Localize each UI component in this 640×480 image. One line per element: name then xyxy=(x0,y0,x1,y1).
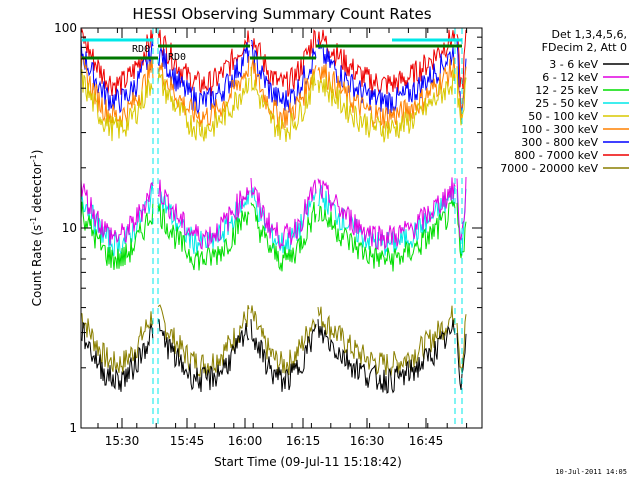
y-axis-label-sup-2: -1 xyxy=(29,154,38,162)
axis-layer: 1 10 100 15:30 15:45 16:00 16:15 16:30 16:45 xyxy=(54,21,482,448)
timestamp: 10-Jul-2011 14:05 xyxy=(555,468,627,476)
series-line xyxy=(456,176,467,241)
y-axis-label-prefix: Count Rate (s xyxy=(30,225,44,307)
series-line xyxy=(157,319,250,393)
series-line xyxy=(80,179,154,246)
legend-label: 7000 - 20000 keV xyxy=(500,162,598,175)
series-line xyxy=(80,311,154,374)
series-line xyxy=(80,39,154,114)
legend-label: 3 - 6 keV xyxy=(549,58,598,71)
legend-label: 25 - 50 keV xyxy=(535,97,598,110)
series-line xyxy=(317,56,456,129)
series-line xyxy=(80,69,154,142)
legend: Det 1,3,4,5,6, FDecim 2, Att 0 3 - 6 keV… xyxy=(500,28,629,175)
series-line xyxy=(80,200,154,270)
series-line xyxy=(250,66,317,142)
series-line xyxy=(157,203,250,271)
legend-header-line-1: Det 1,3,4,5,6, xyxy=(551,28,627,41)
series-line xyxy=(456,202,467,259)
series-line xyxy=(250,319,317,392)
y-axis-label-close: ) xyxy=(30,150,44,155)
y-axis-label-suffix: detector xyxy=(30,162,44,217)
rd0-annotation: RD0 xyxy=(132,44,150,55)
series-line xyxy=(250,58,317,129)
y-tick-label: 100 xyxy=(54,21,77,35)
legend-header-line-2: FDecim 2, Att 0 xyxy=(542,41,627,54)
series-line xyxy=(157,72,250,142)
series-line xyxy=(157,56,250,127)
x-tick-label: 15:30 xyxy=(105,434,140,448)
series-line xyxy=(317,319,456,394)
series-line xyxy=(250,305,317,376)
legend-label: 800 - 7000 keV xyxy=(514,149,598,162)
x-tick-label: 16:15 xyxy=(286,434,321,448)
series-line xyxy=(80,321,154,392)
series-line xyxy=(317,305,456,376)
y-tick-label: 1 xyxy=(69,421,77,435)
data-layer xyxy=(80,27,467,394)
legend-label: 12 - 25 keV xyxy=(535,84,598,97)
rd0-annotation: RD0 xyxy=(168,52,186,63)
legend-label: 6 - 12 keV xyxy=(542,71,598,84)
y-axis-label: Count Rate (s-1 detector-1) xyxy=(29,150,44,307)
series-line xyxy=(317,177,456,251)
series-line xyxy=(250,177,317,249)
y-tick-label: 10 xyxy=(62,221,77,235)
legend-label: 100 - 300 keV xyxy=(521,123,598,136)
series-line xyxy=(157,304,250,379)
series-line xyxy=(317,184,456,256)
series-line xyxy=(250,201,317,272)
series-line xyxy=(317,200,456,272)
annotation-layer: RD0 RD0 xyxy=(82,28,463,428)
x-tick-label: 15:45 xyxy=(170,434,205,448)
x-tick-label: 16:45 xyxy=(409,434,444,448)
legend-label: 50 - 100 keV xyxy=(528,110,598,123)
x-tick-label: 16:00 xyxy=(228,434,263,448)
y-axis-label-sup: -1 xyxy=(29,217,38,225)
legend-label: 300 - 800 keV xyxy=(521,136,598,149)
x-tick-label: 16:30 xyxy=(350,434,385,448)
series-line xyxy=(317,39,456,115)
series-line xyxy=(456,66,467,121)
series-line xyxy=(317,68,456,143)
series-line xyxy=(157,179,250,250)
x-axis-label: Start Time (09-Jul-11 15:18:42) xyxy=(214,455,402,469)
chart-title: HESSI Observing Summary Count Rates xyxy=(132,5,431,23)
series-line xyxy=(317,29,456,95)
